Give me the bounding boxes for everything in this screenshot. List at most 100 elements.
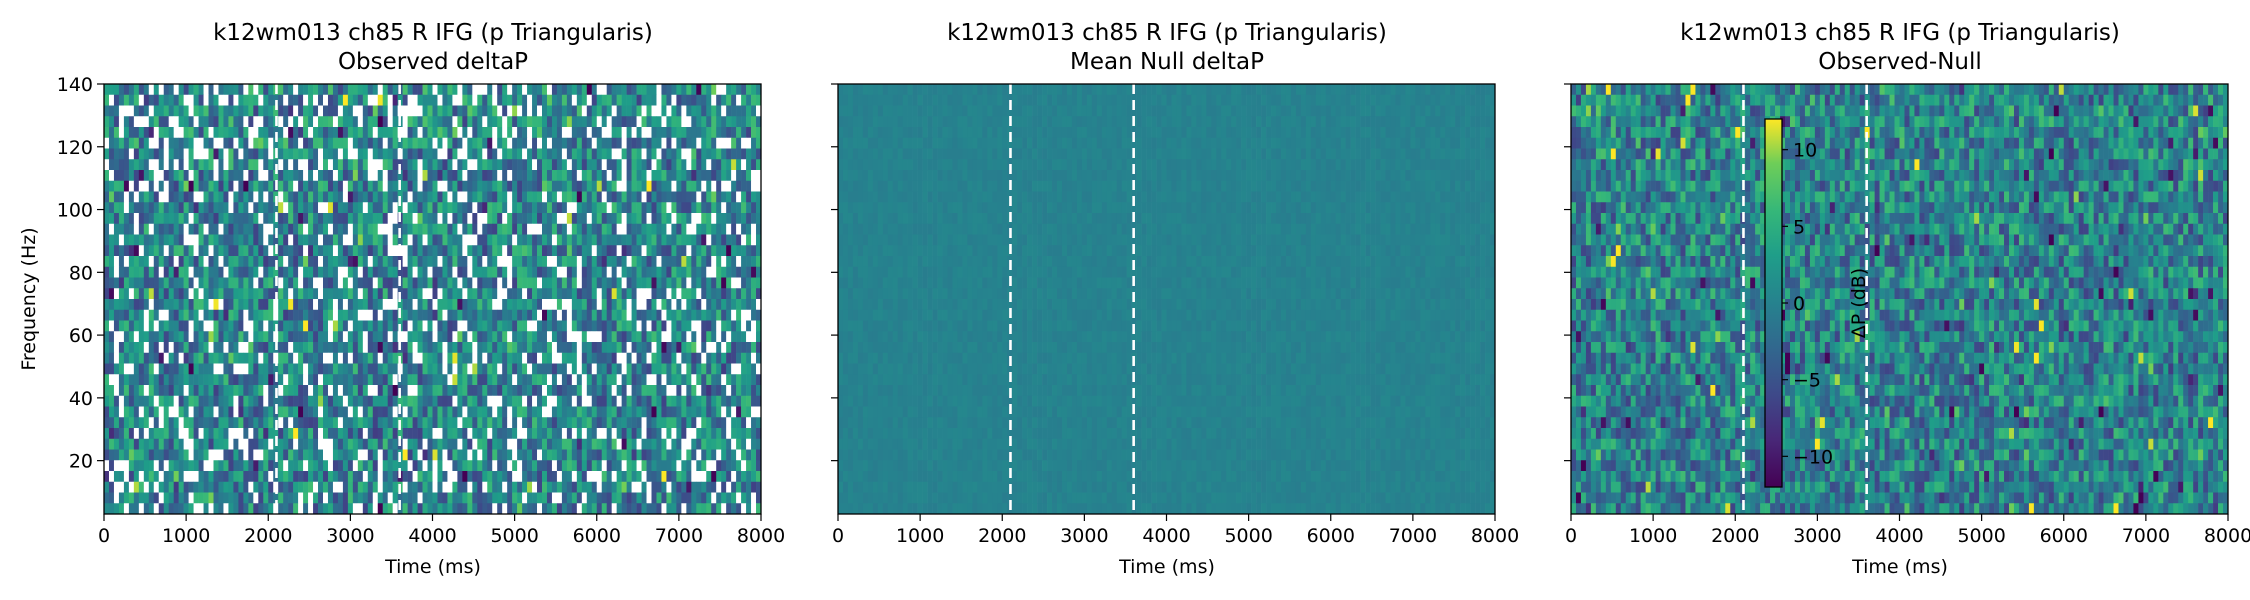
heatmap-cell xyxy=(163,342,170,354)
heatmap-cell xyxy=(432,331,438,343)
heatmap-cell xyxy=(208,159,214,171)
heatmap-cell xyxy=(218,116,224,128)
heatmap-cell xyxy=(502,170,508,182)
heatmap-cell xyxy=(726,342,732,354)
heatmap-cell xyxy=(293,363,299,375)
heatmap-cell xyxy=(606,170,612,182)
heatmap-cell xyxy=(537,352,543,364)
heatmap-cell xyxy=(218,395,224,407)
heatmap-cell xyxy=(442,159,448,171)
heatmap-cell xyxy=(387,170,393,182)
heatmap-cell xyxy=(392,94,398,106)
heatmap-cell xyxy=(203,438,209,450)
heatmap-cell xyxy=(661,159,667,171)
heatmap-cell xyxy=(671,460,677,472)
heatmap-cell xyxy=(298,245,304,257)
heatmap-cell xyxy=(323,374,329,386)
heatmap-cell xyxy=(148,385,155,397)
heatmap-cell xyxy=(173,481,179,493)
heatmap-cell xyxy=(736,84,742,96)
heatmap-cell xyxy=(546,288,553,300)
heatmap-cell xyxy=(392,84,398,96)
heatmap-cell xyxy=(318,342,324,354)
heatmap-cell xyxy=(233,417,239,429)
heatmap-cell xyxy=(382,406,389,418)
heatmap-cell xyxy=(318,428,324,440)
heatmap-cell xyxy=(372,352,379,364)
heatmap-cell xyxy=(278,277,284,289)
heatmap-cell xyxy=(228,223,234,235)
heatmap-cell xyxy=(332,460,339,472)
heatmap-cell xyxy=(746,191,752,203)
heatmap-cell xyxy=(482,127,488,139)
heatmap-cell xyxy=(621,395,627,407)
heatmap-cell xyxy=(681,245,687,257)
heatmap-cell xyxy=(362,94,369,106)
heatmap-cell xyxy=(542,374,548,386)
heatmap-cell xyxy=(318,170,324,182)
heatmap-cell xyxy=(432,84,438,96)
heatmap-cell xyxy=(427,256,433,268)
heatmap-cell xyxy=(417,213,423,225)
heatmap-cell xyxy=(591,245,598,257)
heatmap-cell xyxy=(681,148,687,160)
heatmap-cell xyxy=(203,417,209,429)
heatmap-cell xyxy=(691,202,697,214)
heatmap-cell xyxy=(342,191,349,203)
heatmap-cell xyxy=(741,471,747,483)
heatmap-cell xyxy=(641,395,647,407)
heatmap-cell xyxy=(676,374,682,386)
heatmap-cell xyxy=(537,159,543,171)
heatmap-cell xyxy=(551,266,558,278)
heatmap-cell xyxy=(472,234,478,246)
heatmap-cell xyxy=(561,471,568,483)
heatmap-cell xyxy=(477,417,483,429)
heatmap-cell xyxy=(527,213,533,225)
heatmap-cell xyxy=(327,256,334,268)
heatmap-cell xyxy=(432,471,438,483)
heatmap-cell xyxy=(751,374,757,386)
heatmap-cell xyxy=(556,223,563,235)
heatmap-cell xyxy=(417,202,423,214)
heatmap-cell xyxy=(318,471,324,483)
heatmap-cell xyxy=(586,395,593,407)
heatmap-cell xyxy=(367,288,374,300)
heatmap-cell xyxy=(551,94,558,106)
heatmap-cell xyxy=(138,266,145,278)
heatmap-cell xyxy=(318,331,324,343)
heatmap-cell xyxy=(143,148,150,160)
heatmap-cell xyxy=(472,94,478,106)
heatmap-cell xyxy=(746,438,752,450)
heatmap-cell xyxy=(278,428,284,440)
heatmap-cell xyxy=(437,417,443,429)
heatmap-cell xyxy=(118,213,125,225)
heatmap-cell xyxy=(626,213,632,225)
heatmap-cell xyxy=(641,320,647,332)
heatmap-cell xyxy=(611,105,617,117)
heatmap-cell xyxy=(656,159,662,171)
heatmap-cell xyxy=(736,170,742,182)
heatmap-cell xyxy=(616,417,622,429)
heatmap-cell xyxy=(472,374,478,386)
heatmap-cell xyxy=(736,137,742,149)
heatmap-cell xyxy=(283,148,289,160)
heatmap-cell xyxy=(367,127,374,139)
heatmap-cell xyxy=(586,94,593,106)
heatmap-cell xyxy=(372,406,379,418)
heatmap-cell xyxy=(482,105,488,117)
heatmap-cell xyxy=(546,105,553,117)
heatmap-cell xyxy=(183,223,189,235)
heatmap-cell xyxy=(576,320,583,332)
heatmap-cell xyxy=(542,202,548,214)
heatmap-cell xyxy=(208,266,214,278)
heatmap-cell xyxy=(591,331,598,343)
heatmap-cell xyxy=(278,481,284,493)
heatmap-cell xyxy=(656,137,662,149)
heatmap-cell xyxy=(377,395,384,407)
heatmap-cell xyxy=(731,94,737,106)
heatmap-cell xyxy=(741,288,747,300)
heatmap-cell xyxy=(691,428,697,440)
heatmap-cell xyxy=(616,256,622,268)
heatmap-cell xyxy=(233,245,239,257)
heatmap-cell xyxy=(248,234,254,246)
